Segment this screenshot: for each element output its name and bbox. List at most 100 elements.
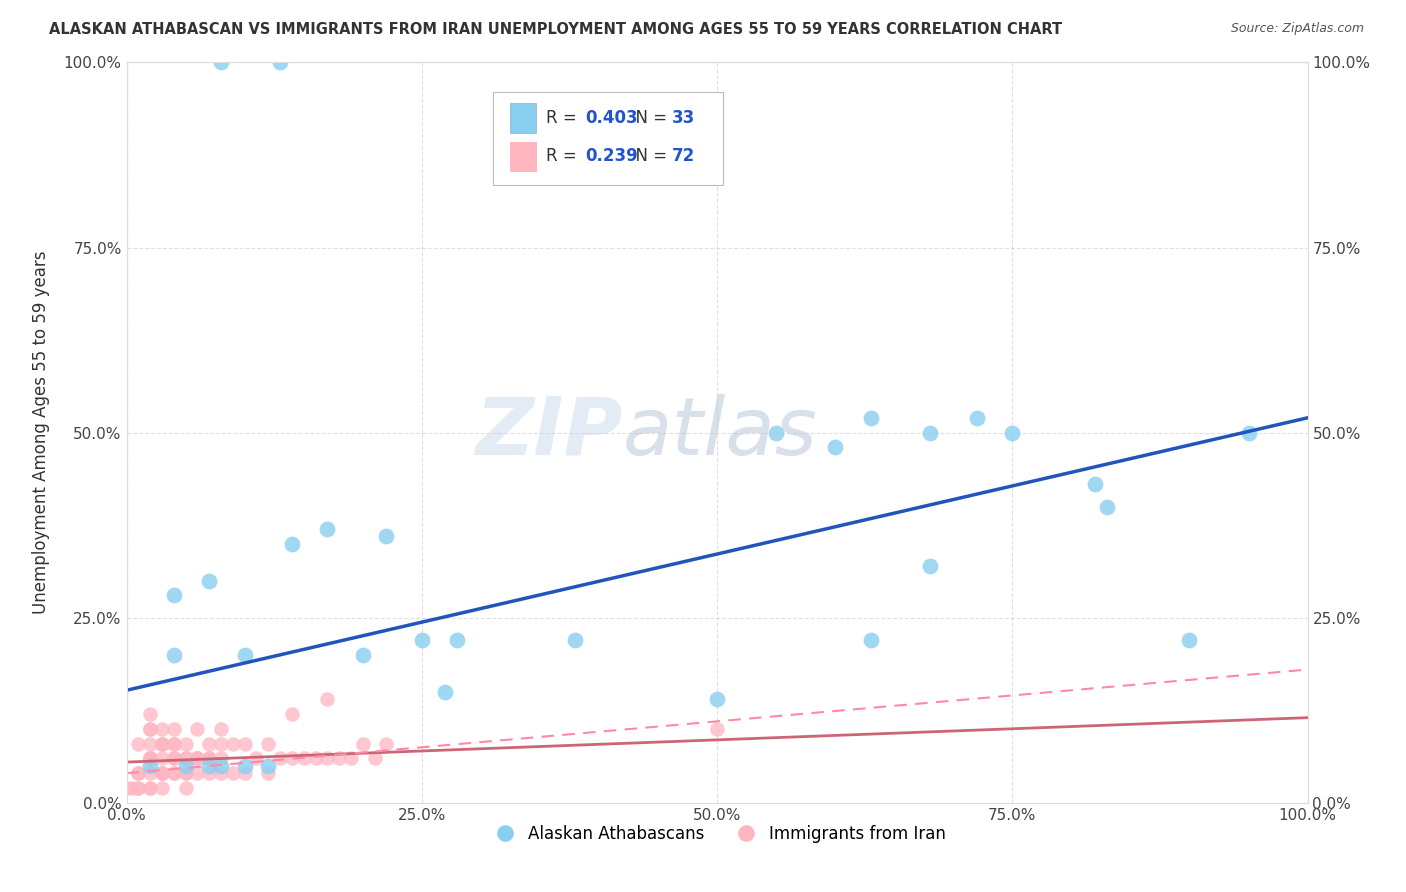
Point [209,737,232,751]
Point [139,751,162,765]
Point [174,766,197,780]
Point [150,766,173,780]
Point [340,751,363,765]
FancyBboxPatch shape [510,142,536,171]
Point [706,722,728,736]
Point [174,751,197,765]
Text: atlas: atlas [623,393,817,472]
FancyBboxPatch shape [510,103,536,133]
FancyBboxPatch shape [492,92,723,185]
Point [434,685,457,699]
Point [375,737,398,751]
Point [163,722,186,736]
Point [966,410,988,425]
Point [186,751,208,765]
Point [198,758,221,772]
Point [1001,425,1024,440]
Point [233,766,256,780]
Point [292,751,315,765]
Point [1084,477,1107,491]
Y-axis label: Unemployment Among Ages 55 to 59 years: Unemployment Among Ages 55 to 59 years [32,251,49,615]
Point [1095,500,1118,514]
Point [150,722,173,736]
Text: 0.239: 0.239 [585,147,637,165]
Point [186,766,208,780]
Legend: Alaskan Athabascans, Immigrants from Iran: Alaskan Athabascans, Immigrants from Ira… [481,819,953,850]
Point [564,632,586,647]
Point [352,737,374,751]
Point [245,751,267,765]
Point [163,648,186,662]
Point [150,766,173,780]
Text: R =: R = [546,109,582,127]
Text: N =: N = [624,109,672,127]
Point [163,751,186,765]
Point [139,758,162,772]
Point [316,522,339,536]
Point [222,766,245,780]
Point [233,737,256,751]
Point [328,751,350,765]
Point [150,737,173,751]
Point [186,722,208,736]
Text: 33: 33 [672,109,696,127]
Point [163,766,186,780]
Point [198,751,221,765]
Point [115,780,138,795]
Text: N =: N = [624,147,672,165]
Point [139,737,162,751]
Point [127,780,149,795]
Point [127,737,149,751]
Text: ALASKAN ATHABASCAN VS IMMIGRANTS FROM IRAN UNEMPLOYMENT AMONG AGES 55 TO 59 YEAR: ALASKAN ATHABASCAN VS IMMIGRANTS FROM IR… [49,22,1063,37]
Point [121,780,143,795]
Point [363,751,385,765]
Point [186,751,208,765]
Point [150,766,173,780]
Point [209,766,232,780]
Point [163,751,186,765]
Point [233,758,256,772]
Point [859,632,882,647]
Point [174,758,197,772]
Point [706,692,728,706]
Point [127,780,149,795]
Point [304,751,326,765]
Point [174,737,197,751]
Point [765,425,787,440]
Point [139,706,162,721]
Point [163,737,186,751]
Point [269,55,291,70]
Point [139,780,162,795]
Point [209,722,232,736]
Point [150,751,173,765]
Point [281,751,304,765]
Point [150,737,173,751]
Point [139,751,162,765]
Point [209,758,232,772]
Point [316,751,339,765]
Point [257,737,280,751]
Point [281,706,304,721]
Point [269,751,291,765]
Point [186,751,208,765]
Point [859,410,882,425]
Point [198,766,221,780]
Point [139,780,162,795]
Point [281,536,304,550]
Point [163,737,186,751]
Point [127,766,149,780]
Point [139,766,162,780]
Point [1178,632,1201,647]
Point [918,558,941,573]
Point [233,648,256,662]
Point [918,425,941,440]
Point [316,692,339,706]
Point [139,722,162,736]
Point [1237,425,1260,440]
Point [139,751,162,765]
Point [222,737,245,751]
Point [198,574,221,588]
Text: Source: ZipAtlas.com: Source: ZipAtlas.com [1230,22,1364,36]
Text: 0.403: 0.403 [585,109,637,127]
Point [375,529,398,543]
